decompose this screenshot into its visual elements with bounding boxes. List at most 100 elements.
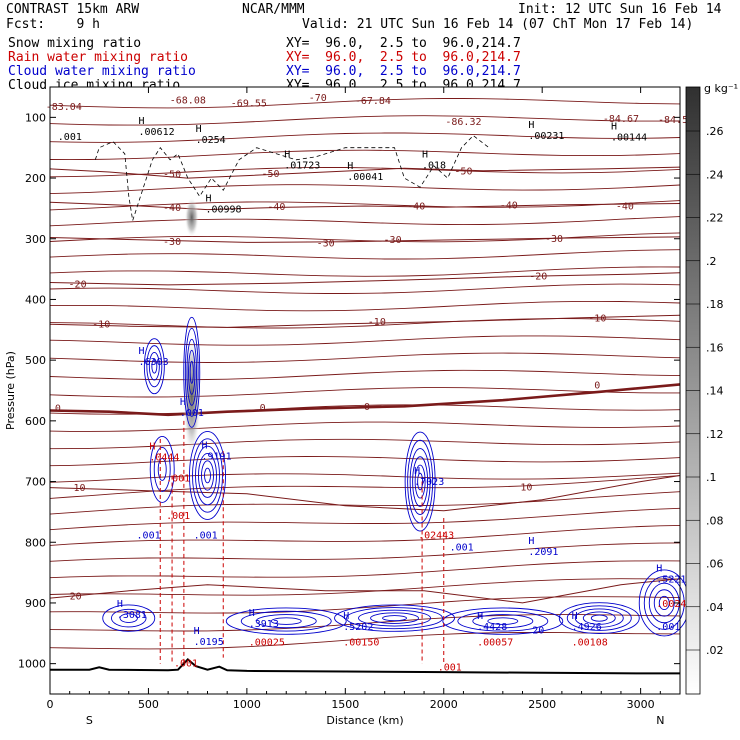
isotherm-line — [49, 166, 681, 179]
field-value-label: .00144 — [611, 132, 647, 143]
x-tick-label: 0 — [47, 698, 54, 711]
colorbar-tick-label: .2 — [706, 255, 717, 268]
isotherm-label: -84.55 — [658, 115, 694, 126]
field-value-label: .4428 — [477, 622, 507, 633]
theta-contour-line — [49, 352, 681, 363]
max-marker: H — [422, 149, 428, 160]
isotherm-label: -20 — [69, 279, 87, 290]
cloud-water-contour — [153, 446, 171, 492]
cloud-water-contour — [146, 345, 163, 388]
cloud-water-contour — [188, 349, 196, 395]
isotherm-label: 10 — [74, 483, 86, 494]
field-label-cloud-water: Cloud water mixing ratio — [8, 64, 196, 79]
max-marker: H — [572, 611, 578, 622]
x-tick-label: 1000 — [233, 698, 261, 711]
max-marker: H — [414, 466, 420, 477]
theta-contour-line — [49, 115, 681, 126]
theta-contour-line — [49, 596, 681, 614]
isotherm-label: -50 — [261, 169, 279, 180]
cloud-water-contour — [119, 613, 138, 623]
cloud-water-contour — [370, 612, 419, 624]
colorbar-tick-label: .16 — [706, 341, 724, 354]
max-marker: H — [528, 536, 534, 547]
max-marker: H — [249, 608, 255, 619]
field-value-label: .001 — [137, 531, 161, 542]
isotherm-label: -30 — [317, 239, 335, 250]
colorbar-tick-label: .08 — [706, 514, 724, 527]
colorbar-tick-label: .04 — [706, 601, 724, 614]
theta-contour-line — [49, 216, 681, 227]
theta-contour-line — [49, 438, 681, 450]
org-label: NCAR/MMM — [242, 2, 305, 17]
cloud-water-contour — [110, 608, 147, 628]
axes: 0 500 1000 1500 2000 2500 30001002003004005006… — [4, 86, 681, 727]
cloud-water-contour — [334, 604, 455, 632]
cloud-water-contour — [240, 610, 332, 632]
isotherm-label: 0 — [364, 402, 370, 413]
cloud-water-contour — [346, 607, 443, 630]
field-value-label: .00057 — [477, 637, 513, 648]
max-marker: H — [347, 161, 353, 172]
field-value-label: .6303 — [139, 357, 169, 368]
y-tick-label: 400 — [25, 293, 46, 306]
max-marker: H — [202, 441, 208, 452]
y-tick-label: 100 — [25, 111, 46, 124]
isotherm-label: -40 — [500, 200, 518, 211]
y-axis-label: Pressure (hPa) — [4, 351, 17, 430]
isotherm-label: -83.04 — [46, 102, 82, 113]
cloud-water-contour — [472, 614, 534, 629]
isotherm-label: -30 — [545, 234, 563, 245]
model-title: CONTRAST 15km ARW — [6, 2, 140, 17]
field-value-label: .7023 — [414, 477, 444, 488]
isotherm-label: -30 — [163, 237, 181, 248]
max-marker: H — [180, 397, 186, 408]
isotherm-label: 0 — [55, 404, 61, 415]
cloud-water-contour — [192, 438, 223, 513]
max-marker: H — [656, 563, 662, 574]
cloud-water-contour — [382, 615, 407, 622]
theta-contour-line — [49, 232, 681, 243]
isotherm-label: -86.32 — [445, 117, 481, 128]
cloud-water-contour — [148, 351, 160, 381]
isotherm-label: -10 — [92, 319, 110, 330]
cloud-water-contour — [157, 457, 167, 481]
isotherm-line — [49, 236, 681, 243]
colorbar-tick-label: .18 — [706, 298, 724, 311]
x-tick-label: 500 — [138, 698, 159, 711]
colorbar-tick-label: .1 — [706, 471, 717, 484]
max-marker: H — [205, 194, 211, 205]
isotherm-label: -10 — [588, 313, 606, 324]
max-marker: H — [194, 626, 200, 637]
field-xy-rain: XY= 96.0, 2.5 to 96.0,214.7 — [286, 50, 521, 65]
y-tick-label: 900 — [25, 597, 46, 610]
cloud-water-contour — [590, 614, 608, 622]
cloud-water-contour — [566, 605, 632, 631]
isotherm-label: -67.84 — [355, 96, 391, 107]
cloud-water-contour — [270, 617, 302, 625]
x-tick-label: 2500 — [528, 698, 556, 711]
x-tick-label: 2000 — [430, 698, 458, 711]
surface-pressure-line — [50, 658, 680, 675]
isotherm-label: -30 — [384, 235, 402, 246]
theta-contour-line — [49, 421, 681, 432]
cloud-water-contour — [184, 327, 199, 417]
max-marker: H — [343, 611, 349, 622]
isotherm-label: -70 — [309, 93, 327, 104]
theta-contour-line — [49, 184, 681, 195]
max-marker: H — [196, 124, 202, 135]
cloud-water-contour — [407, 439, 434, 524]
max-marker: H — [611, 121, 617, 132]
cloud-water-contour — [186, 338, 197, 406]
field-value-label: .3913 — [249, 619, 279, 630]
cloud-water-contour — [195, 445, 220, 506]
field-value-label: .00025 — [249, 637, 285, 648]
field-value-label: .01723 — [284, 160, 320, 171]
x-axis-label: Distance (km) — [326, 714, 403, 727]
isotherm-label: -50 — [454, 166, 472, 177]
isotherm-label: 20 — [70, 591, 82, 602]
surface-line — [50, 658, 680, 675]
cloud-water-contour — [102, 604, 156, 632]
field-value-label: .00612 — [139, 127, 175, 138]
field-value-label: .001 — [58, 132, 82, 143]
theta-contour-line — [49, 249, 681, 260]
